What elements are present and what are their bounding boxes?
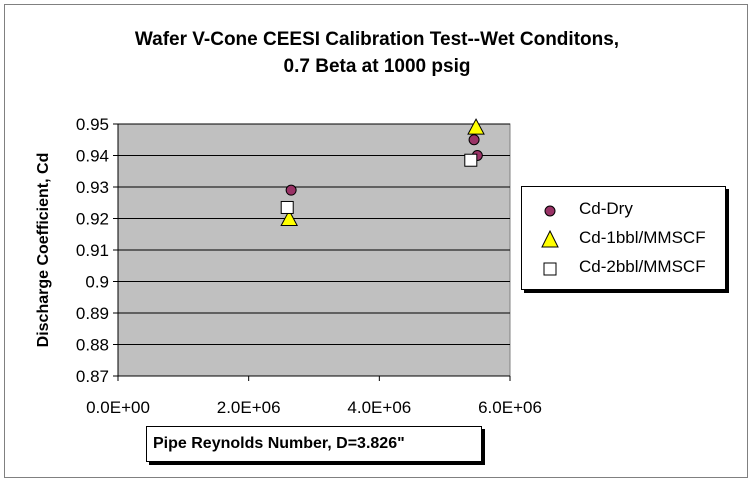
legend-item-cd-dry: Cd-Dry bbox=[522, 197, 727, 225]
triangle-marker-icon bbox=[541, 229, 559, 248]
square-marker-icon bbox=[543, 262, 557, 276]
y-axis-label: Discharge Coefficient, Cd bbox=[35, 152, 52, 348]
legend-label: Cd-Dry bbox=[579, 199, 633, 218]
x-tick-label: 4.0E+06 bbox=[347, 398, 411, 417]
legend-label: Cd-1bbl/MMSCF bbox=[579, 228, 706, 247]
y-tick-label: 0.95 bbox=[76, 115, 109, 134]
x-axis-label: Pipe Reynolds Number, D=3.826" bbox=[146, 426, 482, 462]
y-tick-label: 0.88 bbox=[76, 336, 109, 355]
y-tick-label: 0.87 bbox=[76, 367, 109, 386]
data-point-triangle bbox=[280, 209, 299, 226]
circle-marker-icon bbox=[544, 205, 556, 217]
y-tick-label: 0.9 bbox=[85, 273, 109, 292]
data-point-triangle bbox=[467, 118, 485, 135]
x-tick-label: 2.0E+06 bbox=[217, 398, 281, 417]
x-tick-label: 6.0E+06 bbox=[478, 398, 542, 417]
legend-item-cd-2bbl: Cd-2bbl/MMSCF bbox=[522, 255, 727, 283]
chart-title: Wafer V-Cone CEESI Calibration Test--Wet… bbox=[134, 29, 620, 50]
y-tick-label: 0.93 bbox=[76, 178, 109, 197]
data-point-circle bbox=[468, 134, 480, 146]
data-point-square bbox=[280, 200, 294, 214]
y-tick-label: 0.91 bbox=[76, 241, 109, 260]
y-tick-label: 0.94 bbox=[76, 147, 109, 166]
legend-item-cd-1bbl: Cd-1bbl/MMSCF bbox=[522, 226, 727, 254]
legend-label: Cd-2bbl/MMSCF bbox=[579, 257, 706, 276]
chart-subtitle: 0.7 Beta at 1000 psig bbox=[283, 56, 471, 77]
x-tick-label: 0.0E+00 bbox=[86, 398, 150, 417]
y-tick-label: 0.89 bbox=[76, 304, 109, 323]
data-point-circle bbox=[285, 184, 297, 196]
data-point-square bbox=[464, 153, 478, 167]
legend: Cd-Dry Cd-1bbl/MMSCF Cd-2bbl/MMSCF bbox=[521, 186, 726, 290]
y-tick-label: 0.92 bbox=[76, 210, 109, 229]
